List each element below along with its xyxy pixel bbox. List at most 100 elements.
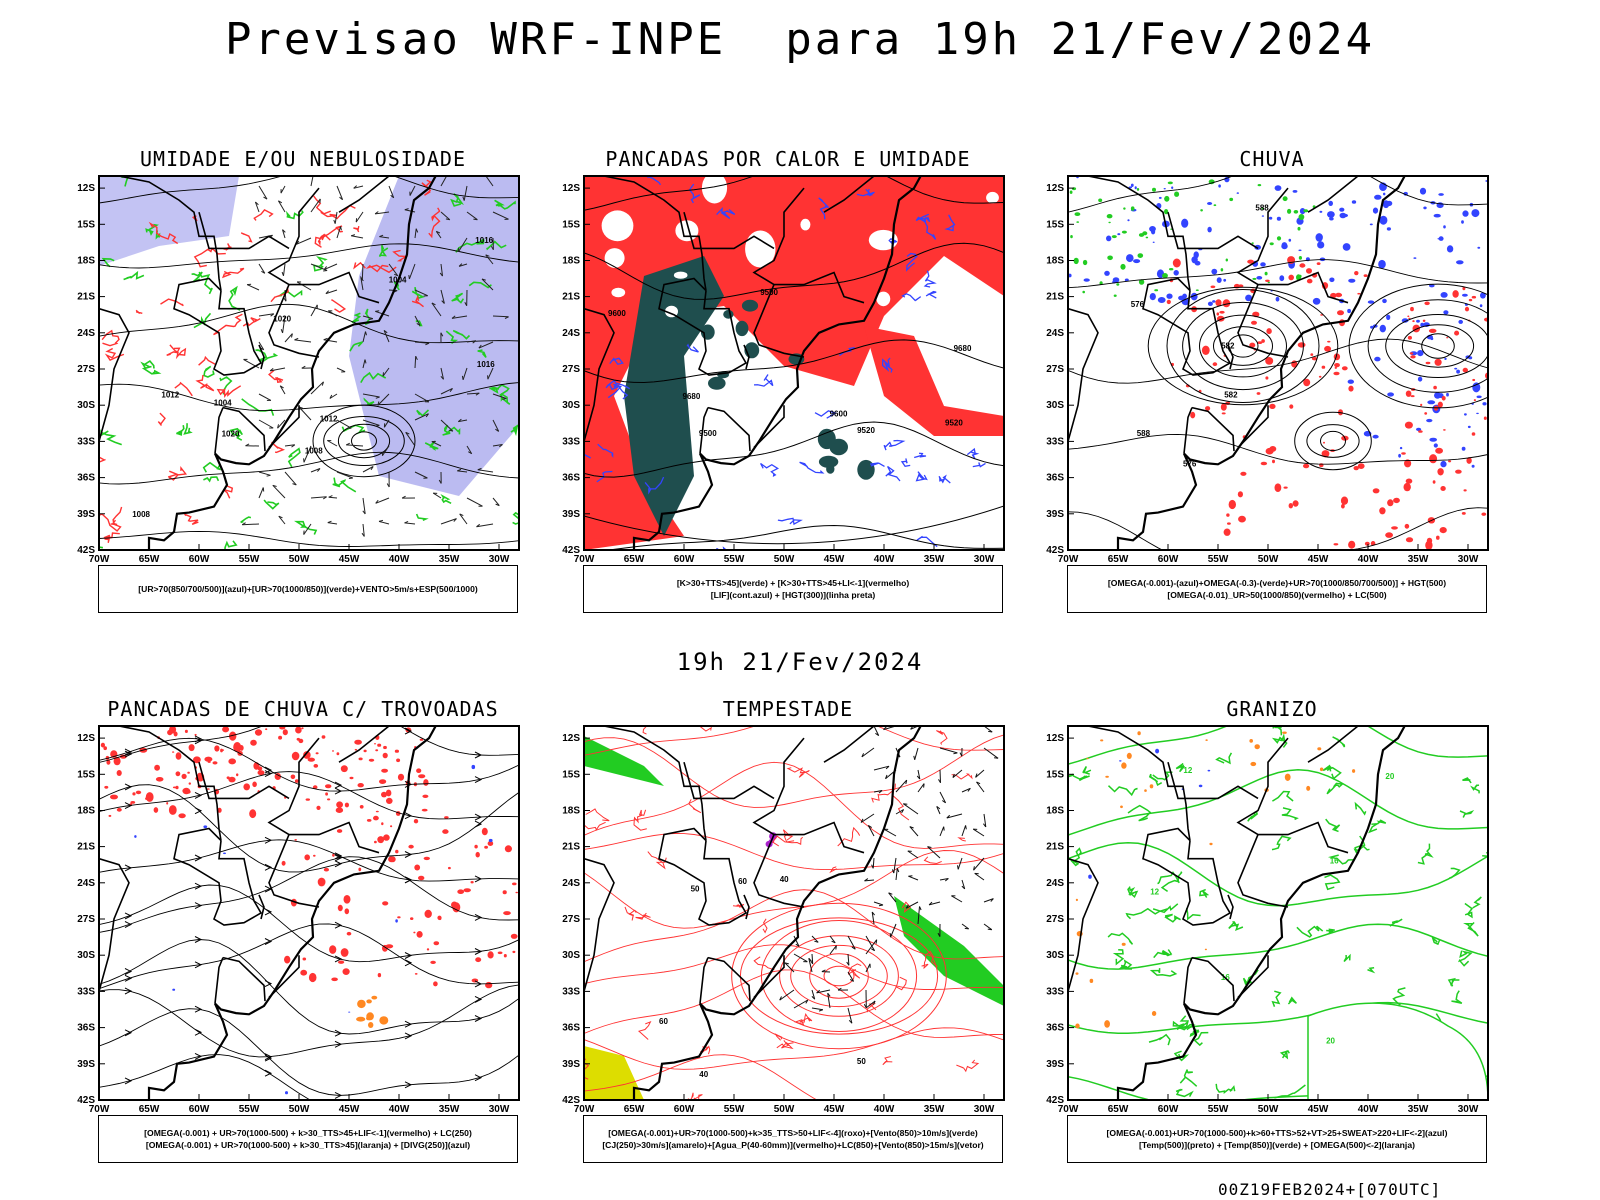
omega-green [1164,209,1169,215]
wind-vector [323,263,338,271]
wind-vector [440,375,444,380]
humidity-low-levels [351,312,362,324]
humidity-low-levels [145,223,159,236]
lifted-index-line [906,252,918,272]
wind-vector [375,396,380,399]
lat-label: 12S [1046,733,1064,744]
streamline-arrow [404,1020,413,1028]
omega-green [1120,263,1126,270]
wind-vector [278,515,286,525]
streamline-arrow [334,955,343,963]
wind-vector [281,271,284,276]
temp-850 [1324,874,1341,891]
thunder-red [291,751,300,761]
rain-red [1288,503,1293,509]
wind-vector [414,315,421,326]
temp-850 [1164,913,1181,923]
thunder-red [433,941,440,946]
wind-vector [883,726,887,730]
omega-blue [1458,319,1463,324]
humidity-low-levels [512,511,519,525]
lat-label: 42S [77,1095,95,1106]
thunder-red [332,750,334,752]
wind-vector [851,946,856,950]
thunder-red [113,756,121,766]
wind-vector [270,367,286,372]
thunder-orange [368,1022,374,1028]
wind-vector [431,302,436,306]
height-500 [1294,411,1372,471]
lat-label: 27S [1046,364,1064,375]
lon-label: 35W [439,1104,460,1115]
wind-vector [291,444,296,448]
wind-vector [246,284,260,291]
country-border [1068,307,1099,442]
lon-label: 30W [974,1104,995,1115]
map-frame [1067,175,1489,551]
isobar-850 [760,920,918,1032]
height-500 [1306,424,1360,458]
streamline-arrow [474,980,483,988]
omega-blue [1372,207,1379,214]
contour-label: 576 [1183,459,1197,468]
omega-blue [1127,219,1130,222]
lat-label: 36S [1046,1023,1064,1034]
lon-label: 40W [389,554,410,565]
thunder-red [130,801,136,804]
thunder-red [374,743,376,745]
wind-vector [952,773,955,778]
thunder-red [481,827,488,836]
thickness-line [101,329,120,347]
legend-line: [OMEGA(-0.001)+UR>70(1000-500)+k>60+TTS>… [1106,1128,1448,1138]
wind-vector [431,441,442,447]
thunder-red [451,901,458,909]
precipitable-water [829,866,838,874]
country-border [338,176,390,213]
streamline-arrow [194,791,203,799]
streamline [99,923,519,990]
thunder-red [175,785,179,790]
country-border [658,827,748,926]
height-500 [1213,326,1273,366]
thunder-red [188,744,195,752]
streamline-arrow [124,802,133,810]
thunder-red [502,890,507,895]
streamline-arrow [334,860,343,868]
temp-850 [1431,936,1441,946]
thunder-red [168,805,177,815]
lon-label: 60W [1158,1104,1179,1115]
country-border [222,406,266,452]
wind-vector [865,1000,876,1009]
lon-label: 45W [339,554,360,565]
lifted-index-line [885,465,901,482]
omega-orange [1144,789,1147,792]
wind-vector [386,483,390,488]
rain-red [1166,299,1171,305]
contour-label: 9600 [608,309,626,318]
wind-vector [379,234,384,238]
wind-vector [353,185,358,189]
thunder-red [470,881,474,884]
omega-green [1108,221,1111,224]
wind-vector [258,234,273,239]
legend-line: [UR>70(850/700/500)](azul)+[UR>70(1000/8… [138,584,478,594]
streamline [99,856,519,933]
rain-red [1437,401,1443,408]
omega-blue [1476,395,1482,399]
wind-vector [976,781,981,785]
isobar-850 [584,1027,1004,1070]
thunder-red [325,792,328,796]
thunder-red [335,807,344,813]
lat-label: 33S [562,986,580,997]
wind-vector [860,818,864,823]
contour-label: 1020 [273,315,291,324]
wind-vector [829,945,837,955]
wind-vector [873,726,880,736]
map-canvas: 1004100410081008101210121016101610201020… [77,175,520,565]
country-border [338,726,390,763]
thunder-red [274,773,281,780]
wind-vector [336,185,344,200]
lifted-index-line [644,176,662,186]
thunder-red [166,802,169,805]
lat-label: 24S [562,328,580,339]
